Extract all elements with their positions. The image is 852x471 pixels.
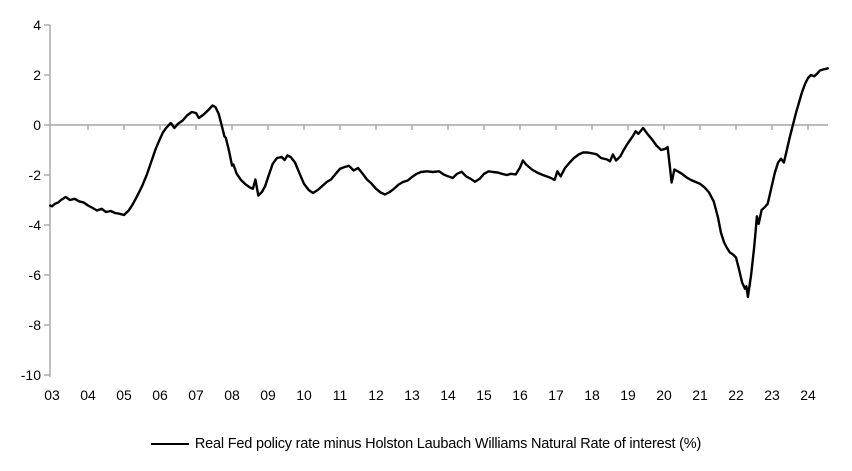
legend-line-swatch-icon	[150, 443, 189, 445]
x-tick-label: 04	[80, 387, 96, 403]
y-tick-label: -8	[29, 317, 42, 333]
x-tick-label: 09	[260, 387, 276, 403]
y-tick-label: -6	[29, 267, 42, 283]
y-tick-label: -10	[21, 367, 41, 383]
x-tick-label: 10	[296, 387, 312, 403]
legend: Real Fed policy rate minus Holston Lauba…	[0, 432, 852, 456]
x-tick-label: 11	[333, 387, 348, 403]
y-tick-label: 4	[33, 17, 41, 33]
y-axis-labels: 4 2 0 -2 -4 -6 -8 -10	[21, 17, 41, 383]
y-tick-label: 0	[33, 117, 41, 133]
x-axis-ticks	[87, 125, 809, 130]
x-tick-label: 15	[476, 387, 492, 403]
x-tick-label: 18	[584, 387, 600, 403]
y-axis-ticks	[44, 24, 50, 376]
legend-label: Real Fed policy rate minus Holston Lauba…	[194, 436, 702, 452]
x-tick-label: 23	[764, 387, 780, 403]
x-tick-label: 03	[44, 387, 60, 403]
x-tick-label: 13	[404, 387, 420, 403]
x-tick-label: 05	[116, 387, 132, 403]
x-tick-label: 24	[800, 387, 816, 403]
x-tick-label: 12	[368, 387, 384, 403]
x-tick-label: 16	[512, 387, 528, 403]
x-tick-label: 08	[224, 387, 240, 403]
series-line	[49, 67, 829, 299]
y-tick-label: -4	[29, 217, 42, 233]
x-tick-label: 14	[440, 387, 456, 403]
y-tick-label: 2	[33, 67, 41, 83]
x-tick-label: 06	[152, 387, 168, 403]
x-tick-label: 07	[188, 387, 204, 403]
y-tick-label: -2	[29, 167, 42, 183]
x-tick-label: 19	[620, 387, 636, 403]
x-tick-label: 21	[692, 387, 708, 403]
x-axis-labels: 03 04 05 06 07 08 09 10 11 12 13 14 15 16 17 18 19 20 21 22…	[44, 387, 816, 403]
x-tick-label: 17	[548, 387, 564, 403]
x-tick-label: 22	[728, 387, 744, 403]
x-tick-label: 20	[656, 387, 672, 403]
